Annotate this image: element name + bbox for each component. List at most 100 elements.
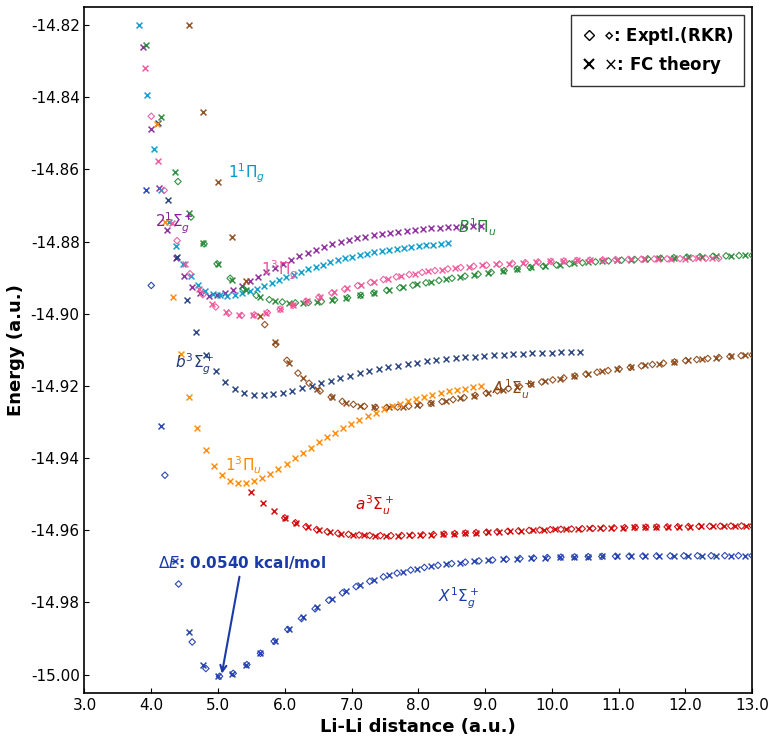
Point xyxy=(303,377,315,389)
Point xyxy=(450,221,462,233)
Point xyxy=(272,463,285,475)
Point xyxy=(611,253,624,265)
Point xyxy=(609,253,622,265)
Point xyxy=(223,475,236,487)
Point xyxy=(247,309,259,321)
Point xyxy=(468,556,480,568)
Point xyxy=(199,285,212,296)
Point xyxy=(584,254,596,266)
Point xyxy=(422,265,435,277)
Point xyxy=(268,262,281,274)
Point xyxy=(639,253,651,265)
Point xyxy=(221,290,234,302)
Point xyxy=(635,253,647,265)
Point xyxy=(214,290,227,302)
Point xyxy=(376,245,388,257)
Point xyxy=(681,251,693,263)
Point xyxy=(565,346,577,358)
Point xyxy=(493,526,505,538)
Point xyxy=(442,238,454,250)
Point xyxy=(346,251,359,263)
Point xyxy=(550,259,563,271)
Point xyxy=(403,529,415,541)
Point xyxy=(710,250,722,262)
Point xyxy=(258,389,270,400)
Point xyxy=(363,575,376,587)
Point xyxy=(235,310,248,322)
Point xyxy=(161,194,174,206)
Point xyxy=(596,366,608,377)
Point xyxy=(210,289,223,301)
Point xyxy=(263,293,275,305)
Point xyxy=(140,184,153,196)
Point xyxy=(582,551,594,562)
Point xyxy=(287,268,300,280)
Point xyxy=(197,237,210,249)
Point xyxy=(549,524,561,536)
Point xyxy=(250,290,262,302)
Point xyxy=(525,378,538,390)
Point xyxy=(376,228,388,240)
Point xyxy=(383,284,395,296)
Point xyxy=(497,348,510,360)
Point xyxy=(485,267,497,279)
Point xyxy=(459,351,471,363)
Point xyxy=(178,270,190,282)
Point xyxy=(594,522,606,534)
Point xyxy=(219,376,231,388)
Point xyxy=(468,269,480,281)
Point xyxy=(301,247,314,259)
Point xyxy=(315,377,327,389)
Point xyxy=(655,252,667,264)
Point xyxy=(305,380,317,392)
Point xyxy=(323,594,335,606)
Point xyxy=(435,387,447,399)
Point xyxy=(400,224,413,236)
Point xyxy=(511,553,523,565)
Point xyxy=(406,529,418,541)
Point xyxy=(342,528,355,540)
Point xyxy=(282,296,295,308)
Point xyxy=(321,526,334,538)
Point xyxy=(568,370,580,382)
Point xyxy=(140,89,153,101)
Point xyxy=(431,559,444,571)
Point xyxy=(433,274,445,286)
Point xyxy=(368,287,380,299)
Point xyxy=(310,261,322,273)
Point xyxy=(393,398,406,409)
Point xyxy=(739,250,751,262)
Point xyxy=(302,263,314,275)
Point xyxy=(702,353,714,365)
Point xyxy=(382,361,394,373)
Point xyxy=(353,529,365,541)
Point xyxy=(296,447,309,459)
Point xyxy=(511,263,524,275)
Point xyxy=(449,528,461,539)
Point xyxy=(359,400,371,412)
Point xyxy=(194,288,206,299)
Point xyxy=(211,176,223,188)
Point xyxy=(252,271,265,283)
Point xyxy=(596,256,608,267)
Point xyxy=(296,383,308,395)
Point xyxy=(334,372,347,384)
Point xyxy=(679,253,691,265)
Point xyxy=(582,368,594,380)
Point xyxy=(362,410,374,422)
Point xyxy=(325,391,338,403)
Point xyxy=(539,375,552,387)
Point xyxy=(368,276,380,288)
Point xyxy=(297,297,310,309)
Point xyxy=(260,266,272,278)
Point xyxy=(354,249,366,261)
Point xyxy=(706,253,719,265)
Point xyxy=(326,287,338,299)
Point xyxy=(369,530,381,542)
Point xyxy=(198,238,210,250)
Point xyxy=(498,265,511,276)
Point xyxy=(268,635,281,646)
Point xyxy=(571,255,584,267)
Point xyxy=(416,267,428,279)
Point xyxy=(328,293,341,305)
